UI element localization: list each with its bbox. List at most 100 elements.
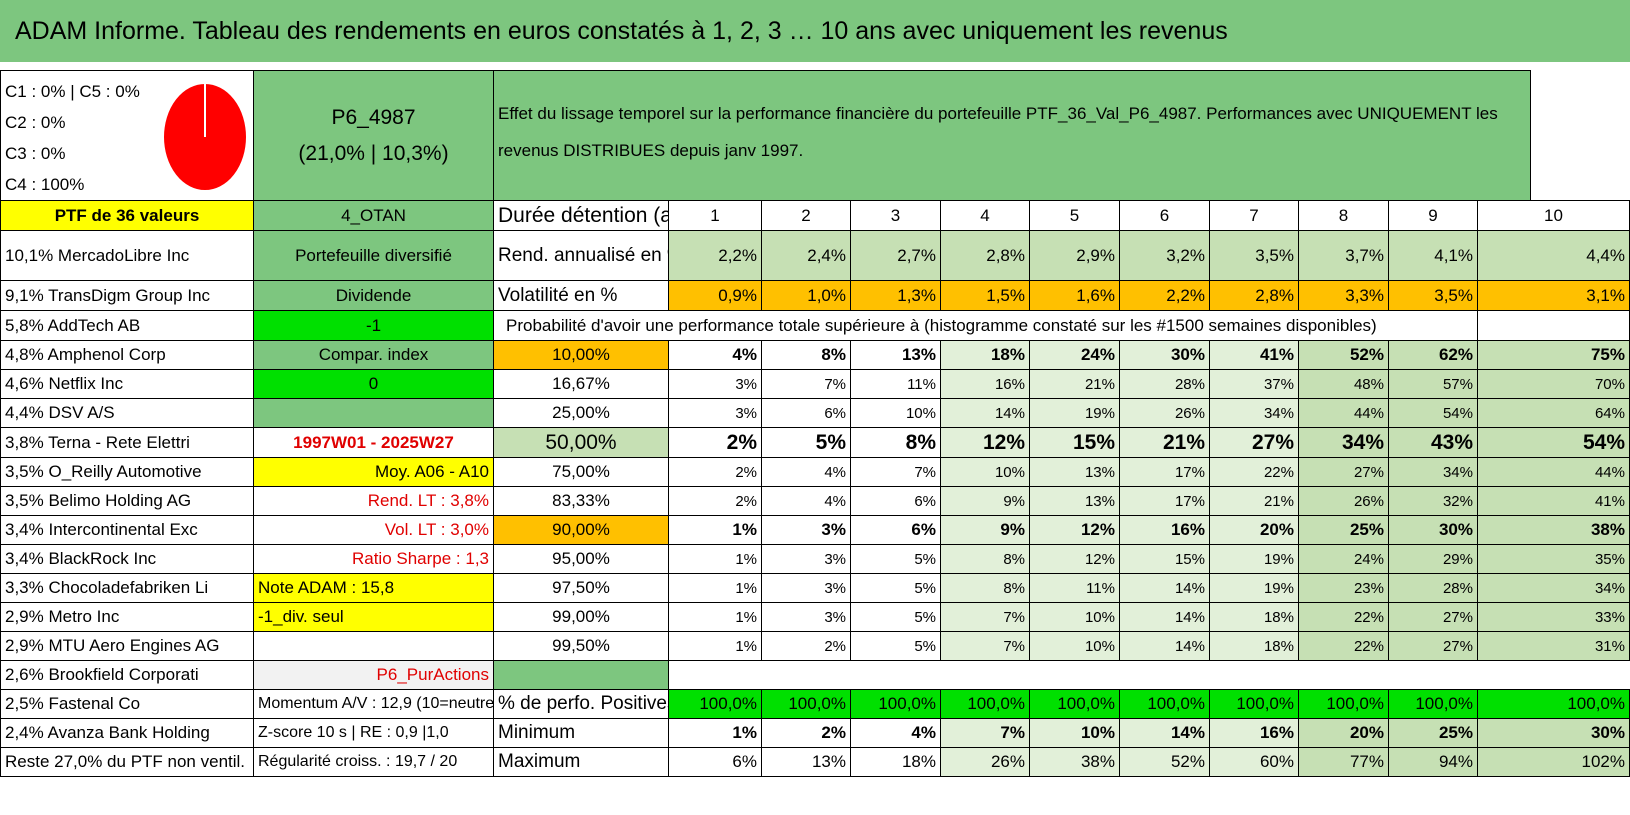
rend-value[interactable]: 2,9% (1029, 230, 1120, 281)
proba-value[interactable]: 34% (1388, 457, 1478, 487)
proba-value[interactable]: 21% (1029, 369, 1120, 399)
vol-value[interactable]: 0,9% (668, 280, 762, 311)
probability-threshold[interactable]: 99,00% (493, 602, 669, 632)
proba-value[interactable]: 38% (1477, 515, 1630, 545)
proba-value[interactable]: 54% (1477, 427, 1630, 458)
year-header[interactable]: 4 (940, 200, 1030, 231)
pos-value[interactable]: 100,0% (668, 689, 762, 719)
year-header[interactable]: 2 (761, 200, 851, 231)
proba-value[interactable]: 7% (850, 457, 941, 487)
holding-row[interactable]: 4,4% DSV A/S (0, 398, 254, 428)
rend-value[interactable]: 4,1% (1388, 230, 1478, 281)
proba-value[interactable]: 16% (1119, 515, 1210, 545)
holding-row[interactable]: 3,8% Terna - Rete Elettri (0, 427, 254, 458)
proba-value[interactable]: 5% (850, 573, 941, 603)
proba-value[interactable]: 27% (1298, 457, 1389, 487)
probability-threshold[interactable]: 83,33% (493, 486, 669, 516)
proba-label[interactable]: Probabilité d'avoir une performance tota… (493, 310, 1478, 341)
moy-label[interactable]: Moy. A06 - A10 (253, 457, 494, 487)
proba-value[interactable]: 11% (850, 369, 941, 399)
year-header[interactable]: 7 (1209, 200, 1299, 231)
holding-row[interactable]: 5,8% AddTech AB (0, 310, 254, 341)
max-value[interactable]: 26% (940, 747, 1030, 777)
pos-value[interactable]: 100,0% (1298, 689, 1389, 719)
proba-value[interactable]: 16% (940, 369, 1030, 399)
ptf-count[interactable]: PTF de 36 valeurs (0, 200, 254, 231)
proba-value[interactable]: 7% (940, 631, 1030, 661)
proba-value[interactable]: 2% (668, 486, 762, 516)
empty-cell[interactable] (1477, 310, 1630, 341)
holding-row[interactable]: 2,9% MTU Aero Engines AG (0, 631, 254, 661)
proba-value[interactable]: 5% (850, 602, 941, 632)
proba-value[interactable]: 34% (1209, 398, 1299, 428)
min-value[interactable]: 16% (1209, 718, 1299, 748)
proba-value[interactable]: 5% (761, 427, 851, 458)
vol-value[interactable]: 3,5% (1388, 280, 1478, 311)
empty-cell[interactable] (493, 660, 669, 690)
proba-value[interactable]: 34% (1477, 573, 1630, 603)
proba-value[interactable]: 17% (1119, 457, 1210, 487)
proba-value[interactable]: 70% (1477, 369, 1630, 399)
max-value[interactable]: 18% (850, 747, 941, 777)
proba-value[interactable]: 27% (1388, 602, 1478, 632)
proba-value[interactable]: 22% (1209, 457, 1299, 487)
vol-label[interactable]: Volatilité en % (493, 280, 669, 311)
rend-value[interactable]: 2,8% (940, 230, 1030, 281)
rend-value[interactable]: 2,2% (668, 230, 762, 281)
proba-value[interactable]: 3% (761, 602, 851, 632)
proba-value[interactable]: 26% (1298, 486, 1389, 516)
max-value[interactable]: 102% (1477, 747, 1630, 777)
proba-value[interactable]: 3% (668, 369, 762, 399)
proba-value[interactable]: 14% (940, 398, 1030, 428)
min-value[interactable]: 30% (1477, 718, 1630, 748)
proba-value[interactable]: 18% (1209, 631, 1299, 661)
max-value[interactable]: 38% (1029, 747, 1120, 777)
probability-threshold[interactable]: 75,00% (493, 457, 669, 487)
rend-lt[interactable]: Rend. LT : 3,8% (253, 486, 494, 516)
proba-value[interactable]: 18% (940, 340, 1030, 370)
proba-value[interactable]: 5% (850, 544, 941, 574)
holding-row[interactable]: 4,8% Amphenol Corp (0, 340, 254, 370)
holding-row[interactable]: 2,9% Metro Inc (0, 602, 254, 632)
rend-value[interactable]: 4,4% (1477, 230, 1630, 281)
proba-value[interactable]: 25% (1298, 515, 1389, 545)
min-label[interactable]: Minimum (493, 718, 669, 748)
probability-threshold[interactable]: 99,50% (493, 631, 669, 661)
vol-lt[interactable]: Vol. LT : 3,0% (253, 515, 494, 545)
max-value[interactable]: 94% (1388, 747, 1478, 777)
proba-value[interactable]: 41% (1477, 486, 1630, 516)
proba-value[interactable]: 3% (668, 398, 762, 428)
probability-threshold[interactable]: 97,50% (493, 573, 669, 603)
compar-value[interactable]: 0 (253, 369, 494, 399)
probability-threshold[interactable]: 90,00% (493, 515, 669, 545)
year-header[interactable]: 3 (850, 200, 941, 231)
proba-value[interactable]: 19% (1209, 544, 1299, 574)
vol-value[interactable]: 1,6% (1029, 280, 1120, 311)
holding-row[interactable]: 4,6% Netflix Inc (0, 369, 254, 399)
probability-threshold[interactable]: 10,00% (493, 340, 669, 370)
year-header[interactable]: 8 (1298, 200, 1389, 231)
proba-value[interactable]: 18% (1209, 602, 1299, 632)
proba-value[interactable]: 15% (1119, 544, 1210, 574)
proba-value[interactable]: 14% (1119, 573, 1210, 603)
year-header[interactable]: 5 (1029, 200, 1120, 231)
proba-value[interactable]: 62% (1388, 340, 1478, 370)
adam-note[interactable]: Note ADAM : 15,8 (253, 573, 494, 603)
proba-value[interactable]: 14% (1119, 602, 1210, 632)
holding-row[interactable]: 9,1% TransDigm Group Inc (0, 280, 254, 311)
zscore-label[interactable]: Z-score 10 s | RE : 0,9 |1,0 (253, 718, 494, 748)
vol-value[interactable]: 3,1% (1477, 280, 1630, 311)
proba-value[interactable]: 10% (1029, 602, 1120, 632)
min-value[interactable]: 20% (1298, 718, 1389, 748)
proba-value[interactable]: 41% (1209, 340, 1299, 370)
year-header[interactable]: 6 (1119, 200, 1210, 231)
proba-value[interactable]: 20% (1209, 515, 1299, 545)
empty-cell[interactable] (668, 660, 1531, 690)
proba-value[interactable]: 6% (850, 486, 941, 516)
div-seul[interactable]: -1_div. seul (253, 602, 494, 632)
holding-row[interactable]: 3,5% Belimo Holding AG (0, 486, 254, 516)
holding-row[interactable]: Reste 27,0% du PTF non ventil. (0, 747, 254, 777)
proba-value[interactable]: 31% (1477, 631, 1630, 661)
pos-value[interactable]: 100,0% (761, 689, 851, 719)
proba-value[interactable]: 17% (1119, 486, 1210, 516)
